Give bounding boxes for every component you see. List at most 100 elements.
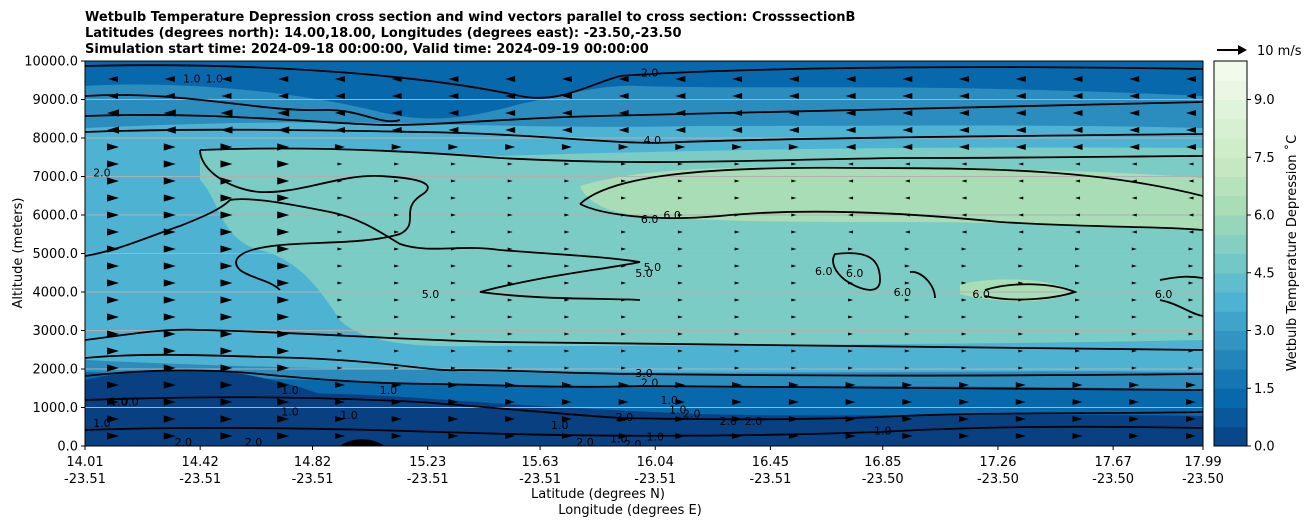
wind-vector-arrow	[561, 127, 572, 133]
wind-vector-arrow	[904, 162, 910, 166]
wind-vector-arrow	[1075, 196, 1081, 200]
wind-vector-arrow	[163, 432, 176, 440]
wind-vector-arrow	[788, 93, 799, 99]
contour-label: 2.0	[720, 415, 738, 428]
wind-vector-arrow	[1018, 264, 1024, 268]
plot-area: 2.01.0 1.04.02.06.0 6.05.05.05.06.0 6.06.0 6…	[85, 61, 1203, 446]
wind-vector-arrow	[163, 415, 176, 423]
wind-vector-arrow	[220, 160, 233, 168]
wind-vector-arrow	[450, 162, 456, 166]
wind-vector-arrow	[391, 382, 402, 388]
wind-vector-arrow	[845, 93, 856, 99]
wind-vector-arrow	[561, 144, 572, 150]
wind-vector-arrow	[450, 332, 456, 336]
wind-vector-arrow	[959, 110, 970, 116]
wind-vector-arrow	[621, 349, 627, 353]
wind-vector-arrow	[277, 364, 290, 372]
wind-vector-arrow	[848, 281, 854, 285]
wind-vector-arrow	[1018, 298, 1024, 302]
wind-vector-arrow	[1072, 76, 1083, 82]
wind-vector-arrow	[394, 179, 400, 183]
wind-vector-arrow	[391, 127, 402, 133]
wind-vector-arrow	[1075, 281, 1081, 285]
wind-vector-arrow	[1186, 110, 1196, 116]
wind-vector-arrow	[675, 76, 686, 82]
x-tick-label-lon: -23.50	[1092, 472, 1134, 487]
y-tick-label: 2000.0	[33, 363, 79, 378]
colorbar-label: Wetbulb Temperature Depression ˚C	[1284, 135, 1300, 372]
wind-vector-arrow	[448, 93, 459, 99]
wind-vector-arrow	[848, 230, 854, 234]
wind-vector-arrow	[732, 110, 743, 116]
wind-vector-arrow	[904, 315, 910, 319]
wind-vector-arrow	[791, 332, 797, 336]
wind-vector-arrow	[337, 179, 343, 183]
x-tick-label-lon: -23.51	[749, 472, 791, 487]
wind-vector-arrow	[507, 349, 513, 353]
wind-vector-arrow	[394, 213, 400, 217]
wind-vector-arrow	[791, 349, 797, 353]
wind-vector-arrow	[107, 398, 119, 406]
colorbar-band	[1214, 61, 1247, 81]
wind-vector-arrow	[1072, 399, 1083, 405]
wind-vector-arrow	[845, 110, 856, 116]
x-tick-label-lon: -23.51	[519, 472, 561, 487]
wind-vector-arrow	[107, 262, 119, 270]
wind-vector-arrow	[1129, 127, 1140, 133]
wind-vector-arrow	[561, 76, 572, 82]
wind-vector-arrow	[675, 399, 686, 405]
contour-label: 1.0	[340, 409, 358, 422]
x-tick-label-lon: -23.51	[179, 472, 221, 487]
contour-label: 1.0	[205, 72, 223, 85]
wind-vector-arrow	[337, 332, 343, 336]
wind-vector-arrow	[734, 230, 740, 234]
wind-vector-arrow	[278, 76, 289, 82]
x-tick-label-lat: 16.04	[637, 455, 674, 470]
wind-vector-arrow	[959, 76, 970, 82]
wind-vector-arrow	[561, 93, 572, 99]
colorbar-band	[1214, 253, 1247, 274]
wind-vector-arrow	[734, 298, 740, 302]
wind-vector-arrow	[337, 213, 343, 217]
wind-vector-arrow	[164, 93, 175, 99]
wind-vector-arrow	[1075, 366, 1081, 370]
wind-vector-arrow	[1018, 349, 1024, 353]
wind-vector-arrow	[1075, 230, 1081, 234]
wind-vector-arrow	[1188, 247, 1194, 251]
wind-vector-arrow	[564, 162, 570, 166]
wind-vector-arrow	[221, 93, 232, 99]
y-tick-label: 5000.0	[33, 247, 79, 262]
wind-vector-arrow	[107, 126, 119, 134]
wind-vector-arrow	[277, 228, 290, 236]
contour-5-upper	[199, 147, 1203, 163]
y-tick-label: 1000.0	[33, 401, 79, 416]
wind-vector-arrow	[564, 281, 570, 285]
wind-vector-arrow	[277, 143, 290, 151]
wind-vector-arrow	[334, 110, 345, 116]
wind-vector-arrow	[107, 109, 119, 117]
colorbar-band	[1214, 292, 1247, 312]
wind-vector-arrow	[448, 76, 459, 82]
wind-vector-arrow	[677, 349, 683, 353]
x-tick-label-lon: -23.51	[64, 472, 106, 487]
contour-5-left-loop	[199, 149, 429, 291]
contour-label: 6.0	[972, 288, 990, 301]
contour-label: 1.0	[661, 394, 679, 407]
x-tick-label-lat: 14.82	[294, 455, 331, 470]
contour-3-lower	[85, 353, 1203, 377]
wind-vector-arrow	[507, 298, 513, 302]
wind-vector-arrow	[277, 126, 290, 134]
wind-vector-arrow	[220, 126, 233, 134]
wind-vector-arrow	[163, 211, 176, 219]
wind-vector-arrow	[334, 433, 345, 439]
wind-vector-arrow	[564, 247, 570, 251]
chart-title-line-3: Simulation start time: 2024-09-18 00:00:…	[85, 42, 649, 57]
wind-vector-arrow	[108, 93, 118, 99]
wind-vector-arrow	[448, 144, 459, 150]
colorbar-ticks: 0.0 1.5 3.0 4.5 6.0 7.5 9.0	[1247, 93, 1275, 455]
wind-vector-arrow	[507, 196, 513, 200]
wind-vector-arrow	[1186, 93, 1196, 99]
wind-vector-arrow	[791, 298, 797, 302]
wind-vector-arrow	[621, 162, 627, 166]
